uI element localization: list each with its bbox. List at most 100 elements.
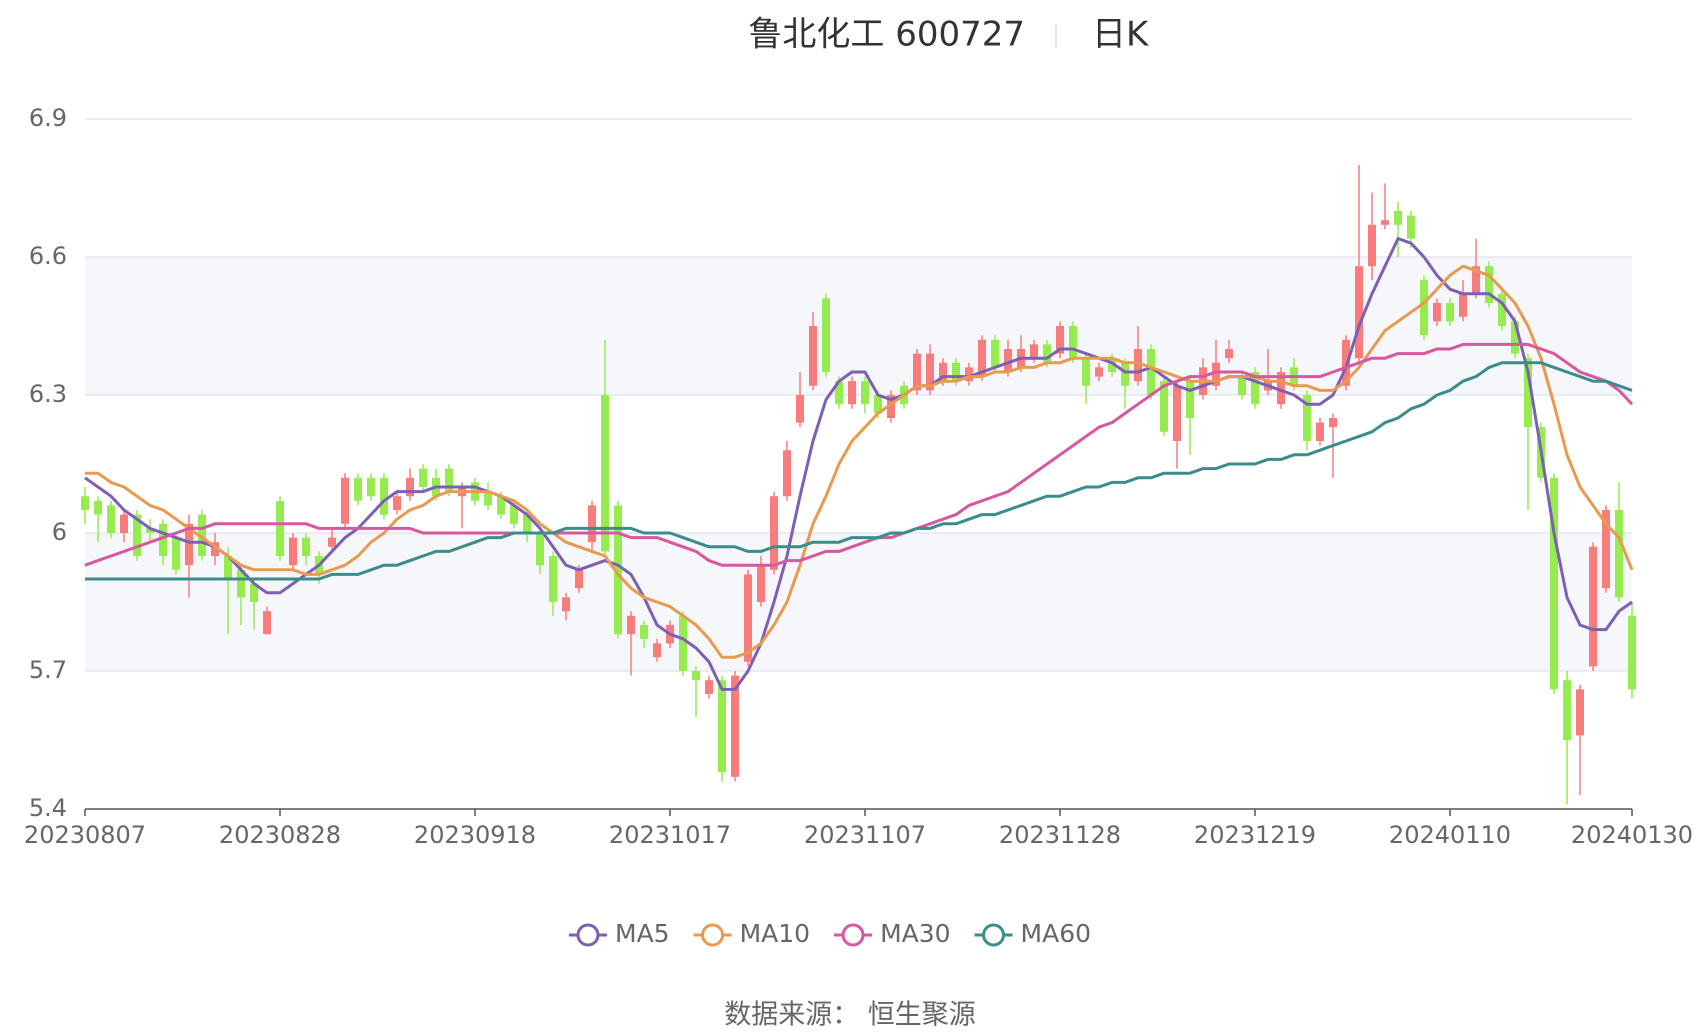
candle-body — [1082, 358, 1090, 386]
candle-body — [419, 468, 427, 487]
ma-line — [85, 264, 1634, 659]
ma-line — [84, 237, 1633, 691]
candle-body — [445, 468, 453, 492]
candle-body — [679, 615, 687, 671]
candle-body — [835, 381, 843, 405]
candle-body — [341, 477, 349, 524]
ma-line — [85, 361, 1633, 581]
candle-body — [1446, 303, 1454, 322]
candle-body — [744, 574, 752, 662]
candle-body — [1602, 510, 1610, 589]
x-tick-label: 20231107 — [804, 821, 926, 849]
candle-body — [887, 395, 895, 418]
legend-icon-circle — [841, 923, 865, 947]
candle-body — [1615, 510, 1623, 598]
y-tick-label: 5.4 — [29, 794, 67, 822]
candle-body — [848, 381, 856, 405]
candle-body — [965, 367, 973, 382]
candle-body — [94, 500, 102, 515]
x-tick-label: 20230918 — [414, 821, 536, 849]
candle-body — [146, 528, 154, 533]
legend-label: MA30 — [880, 919, 950, 948]
candle-body — [1225, 349, 1233, 359]
chart-title: 鲁北化工 600727 — [748, 15, 1025, 55]
candle-body — [1238, 376, 1246, 395]
candle-body — [1485, 266, 1493, 303]
legend-label: MA60 — [1021, 919, 1091, 948]
candle-body — [1394, 211, 1402, 225]
candle-body — [1407, 215, 1415, 239]
candle-body — [1459, 293, 1467, 317]
candle-body — [1381, 220, 1389, 225]
candle-body — [1030, 344, 1038, 359]
y-tick-label: 5.7 — [29, 656, 67, 684]
candle-body — [861, 381, 869, 405]
candle-body — [250, 583, 258, 602]
candle-body — [406, 477, 414, 497]
candle-body — [1160, 381, 1168, 432]
y-tick-label: 6 — [52, 518, 67, 546]
x-tick-label: 20240130 — [1571, 821, 1693, 849]
candle-body — [1043, 344, 1051, 363]
candle-body — [211, 542, 219, 556]
candle-body — [510, 505, 518, 524]
legend-label: MA5 — [615, 919, 670, 948]
candle-body — [1251, 372, 1259, 405]
candle-body — [1069, 326, 1077, 359]
candle-body — [1355, 266, 1363, 359]
candle-body — [783, 450, 791, 497]
y-tick-label: 6.9 — [29, 104, 67, 132]
candle-body — [770, 496, 778, 570]
candle-body — [237, 569, 245, 598]
candle-body — [1550, 477, 1558, 690]
candle-body — [575, 569, 583, 589]
candle-body — [523, 514, 531, 533]
candle-body — [796, 395, 804, 423]
candle-body — [731, 675, 739, 777]
candle-body — [757, 565, 765, 602]
candle-body — [1589, 546, 1597, 667]
candle-body — [874, 395, 882, 414]
candle-body — [601, 395, 609, 552]
candle-body — [1329, 418, 1337, 428]
candle-body — [562, 597, 570, 612]
candle-body — [1368, 224, 1376, 267]
candle-body — [198, 514, 206, 556]
candle-body — [1147, 349, 1155, 395]
candle-body — [640, 625, 648, 639]
candle-body — [497, 496, 505, 515]
x-tick-label: 20240110 — [1389, 821, 1511, 849]
candle-body — [81, 496, 89, 510]
candle-body — [185, 523, 193, 566]
candle-body — [367, 477, 375, 497]
candle-body — [1108, 358, 1116, 372]
candle-body — [913, 353, 921, 391]
candle-body — [588, 505, 596, 543]
candle-body — [133, 514, 141, 556]
source-note: 数据来源： 恒生聚源 — [724, 1000, 976, 1031]
candle-body — [822, 298, 830, 372]
candle-body — [1095, 367, 1103, 377]
chart-period: 日K — [1092, 15, 1150, 55]
x-tick-label: 20231128 — [999, 821, 1121, 849]
candle-body — [159, 523, 167, 556]
candle-body — [1134, 349, 1142, 382]
candle-body — [692, 671, 700, 681]
legend-icon-circle — [701, 923, 725, 947]
candle-body — [718, 680, 726, 773]
candle-body — [627, 615, 635, 635]
candle-body — [1303, 395, 1311, 441]
candle-body — [1004, 349, 1012, 372]
candle-body — [393, 496, 401, 510]
candle-body — [224, 556, 232, 579]
y-tick-label: 6.6 — [29, 242, 67, 270]
candle-body — [1173, 385, 1181, 441]
candle-body — [328, 537, 336, 547]
x-tick-label: 20230828 — [219, 821, 341, 849]
candle-body — [705, 680, 713, 694]
candle-body — [302, 537, 310, 556]
candle-body — [952, 362, 960, 382]
legend-label: MA10 — [740, 919, 810, 948]
x-tick-label: 20231219 — [1194, 821, 1316, 849]
